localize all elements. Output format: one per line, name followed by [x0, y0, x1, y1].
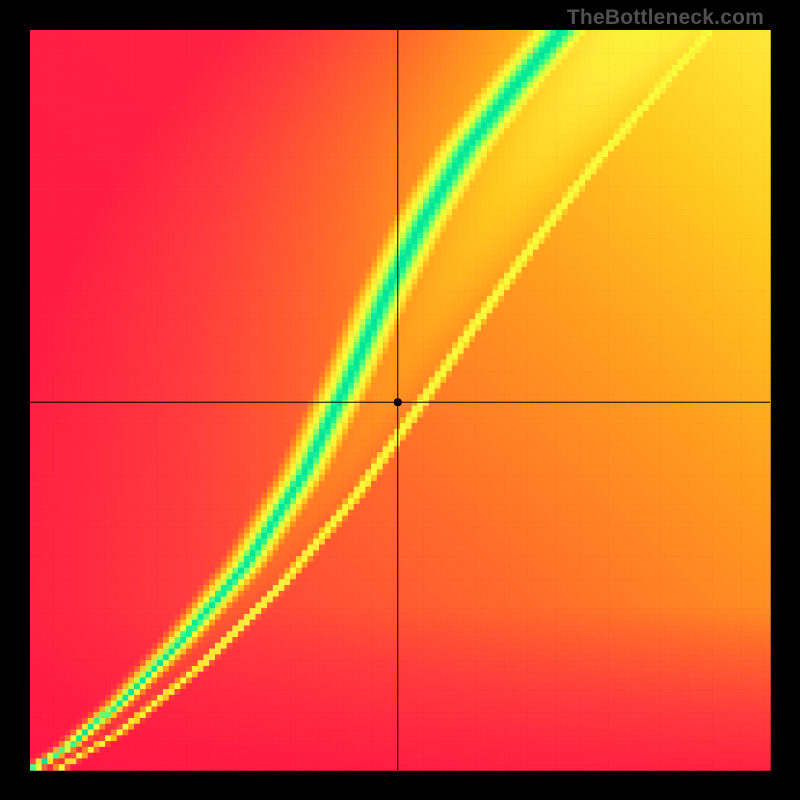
bottleneck-heatmap: [0, 0, 800, 800]
bottleneck-heatmap-container: TheBottleneck.com: [0, 0, 800, 800]
watermark-label: TheBottleneck.com: [567, 6, 764, 30]
